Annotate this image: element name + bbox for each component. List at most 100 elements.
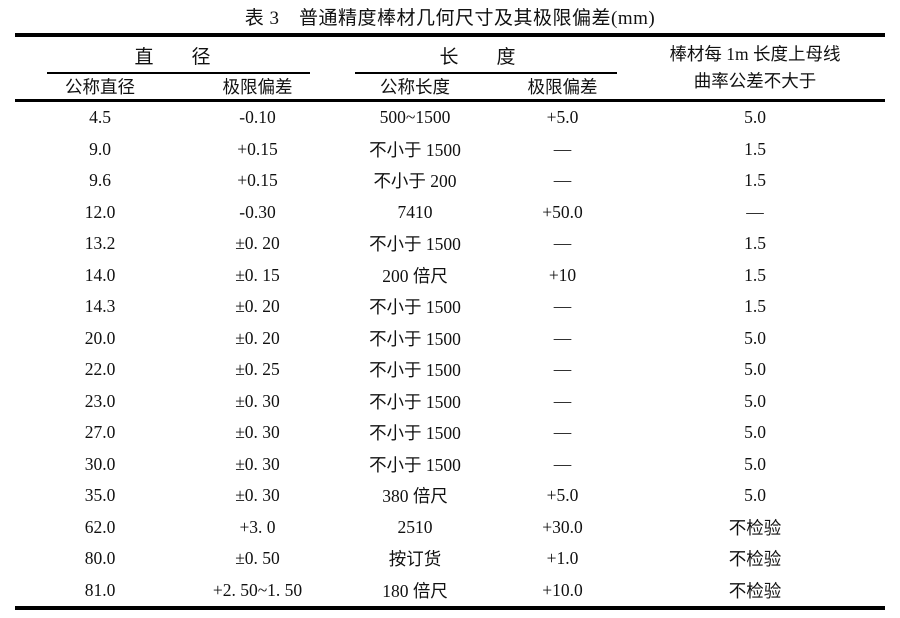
header-curvature-line1: 棒材每 1m 长度上母线 [669, 43, 841, 64]
column-group-length: 长 度 [330, 37, 625, 74]
cell-curvature-tolerance: 5.0 [744, 422, 766, 443]
header-rule [15, 99, 885, 102]
cell-length-deviation: +30.0 [542, 516, 583, 537]
cell-length-deviation: +50.0 [542, 201, 583, 222]
cell-curvature-tolerance: 1.5 [744, 264, 766, 285]
cell-diameter-deviation: ±0. 25 [235, 359, 280, 380]
cell-curvature-tolerance: 5.0 [744, 390, 766, 411]
cell-diameter-deviation: +2. 50~1. 50 [212, 579, 303, 600]
cell-diameter-deviation: -0.30 [239, 201, 276, 222]
cell-nominal-diameter: 81.0 [84, 579, 116, 600]
header-curvature-line2: 曲率公差不大于 [693, 71, 817, 91]
cell-length-deviation: — [553, 233, 572, 254]
cell-length-deviation: — [553, 422, 572, 443]
cell-curvature-tolerance: 5.0 [744, 327, 766, 348]
cell-nominal-length: 500~1500 [379, 107, 451, 128]
cell-curvature-tolerance: 5.0 [744, 359, 766, 380]
cell-nominal-diameter: 27.0 [84, 422, 116, 443]
cell-nominal-diameter: 35.0 [84, 485, 116, 506]
cell-diameter-deviation: -0.10 [239, 107, 276, 128]
column-group-length-label: 长 度 [439, 47, 516, 68]
cell-length-deviation: +1.0 [546, 548, 579, 569]
cell-curvature-tolerance: 5.0 [744, 485, 766, 506]
table-row: 27.0 ±0. 30 不小于 1500 — 5.0 [15, 417, 885, 449]
header-nominal-length: 公称长度 [380, 77, 450, 97]
cell-nominal-length: 不小于 1500 [369, 423, 461, 444]
header-nominal-diameter: 公称直径 [65, 77, 135, 97]
table-row: 30.0 ±0. 30 不小于 1500 — 5.0 [15, 449, 885, 481]
table-row: 23.0 ±0. 30 不小于 1500 — 5.0 [15, 386, 885, 418]
cell-nominal-length: 180 倍尺 [382, 580, 448, 601]
cell-nominal-length: 不小于 1500 [369, 454, 461, 475]
cell-diameter-deviation: ±0. 30 [235, 390, 280, 411]
cell-diameter-deviation: ±0. 30 [235, 422, 280, 443]
cell-nominal-diameter: 23.0 [84, 390, 116, 411]
cell-nominal-length: 不小于 1500 [369, 391, 461, 412]
cell-length-deviation: +5.0 [546, 107, 579, 128]
cell-length-deviation: +10 [548, 264, 577, 285]
table-body: 4.5 -0.10 500~1500 +5.0 5.0 9.0 +0.15 不小… [15, 102, 885, 606]
cell-curvature-tolerance: 5.0 [744, 453, 766, 474]
cell-diameter-deviation: ±0. 20 [235, 296, 280, 317]
bottom-rule [15, 606, 885, 610]
cell-length-deviation: — [553, 390, 572, 411]
cell-length-deviation: — [553, 296, 572, 317]
cell-nominal-diameter: 12.0 [84, 201, 116, 222]
cell-curvature-tolerance: 5.0 [744, 107, 766, 128]
cell-nominal-length: 按订货 [388, 549, 442, 570]
header-diameter-deviation: 极限偏差 [222, 77, 293, 97]
cell-length-deviation: +5.0 [546, 485, 579, 506]
cell-length-deviation: +10.0 [542, 579, 583, 600]
cell-nominal-diameter: 4.5 [89, 107, 111, 128]
cell-nominal-diameter: 9.6 [89, 170, 111, 191]
cell-nominal-length: 不小于 1500 [369, 139, 461, 160]
table-row: 13.2 ±0. 20 不小于 1500 — 1.5 [15, 228, 885, 260]
cell-curvature-tolerance: 1.5 [744, 233, 766, 254]
table-row: 9.0 +0.15 不小于 1500 — 1.5 [15, 134, 885, 166]
cell-diameter-deviation: ±0. 30 [235, 485, 280, 506]
table-row: 81.0 +2. 50~1. 50 180 倍尺 +10.0 不检验 [15, 575, 885, 607]
cell-nominal-length: 不小于 1500 [369, 328, 461, 349]
table-row: 22.0 ±0. 25 不小于 1500 — 5.0 [15, 354, 885, 386]
table-title: 表 3 普通精度棒材几何尺寸及其极限偏差(mm) [244, 8, 656, 29]
table-row: 12.0 -0.30 7410 +50.0 — [15, 197, 885, 229]
table-row: 62.0 +3. 0 2510 +30.0 不检验 [15, 512, 885, 544]
cell-diameter-deviation: ±0. 15 [235, 264, 280, 285]
cell-diameter-deviation: +3. 0 [239, 516, 276, 537]
geometry-tolerance-table: 直 径 长 度 棒材每 1m 长度上母线 曲率公差不大于 公称直径 极限偏差 公… [15, 33, 885, 610]
cell-nominal-diameter: 30.0 [84, 453, 116, 474]
cell-diameter-deviation: ±0. 50 [235, 548, 280, 569]
cell-curvature-tolerance: 1.5 [744, 138, 766, 159]
cell-nominal-diameter: 80.0 [84, 548, 116, 569]
cell-nominal-length: 7410 [397, 201, 433, 222]
cell-nominal-diameter: 14.0 [84, 264, 116, 285]
cell-nominal-diameter: 62.0 [84, 516, 116, 537]
cell-curvature-tolerance: 不检验 [728, 549, 782, 570]
cell-curvature-tolerance: 1.5 [744, 296, 766, 317]
cell-diameter-deviation: +0.15 [237, 138, 278, 159]
header-curvature-tolerance: 棒材每 1m 长度上母线 曲率公差不大于 [625, 37, 885, 99]
cell-length-deviation: — [553, 138, 572, 159]
cell-nominal-diameter: 22.0 [84, 359, 116, 380]
cell-nominal-length: 不小于 1500 [369, 234, 461, 255]
table-row: 14.3 ±0. 20 不小于 1500 — 1.5 [15, 291, 885, 323]
table-row: 14.0 ±0. 15 200 倍尺 +10 1.5 [15, 260, 885, 292]
header-length-deviation: 极限偏差 [527, 77, 598, 97]
top-rule [15, 33, 885, 37]
cell-curvature-tolerance: 不检验 [728, 580, 782, 601]
diameter-group-underline [47, 72, 310, 74]
cell-nominal-diameter: 13.2 [84, 233, 116, 254]
table-row: 80.0 ±0. 50 按订货 +1.0 不检验 [15, 543, 885, 575]
length-group-underline [355, 72, 617, 74]
cell-length-deviation: — [553, 327, 572, 348]
cell-diameter-deviation: ±0. 20 [235, 327, 280, 348]
cell-diameter-deviation: +0.15 [237, 170, 278, 191]
cell-nominal-length: 不小于 1500 [369, 360, 461, 381]
cell-nominal-diameter: 9.0 [89, 138, 111, 159]
cell-nominal-length: 2510 [397, 516, 433, 537]
cell-diameter-deviation: ±0. 20 [235, 233, 280, 254]
table-row: 35.0 ±0. 30 380 倍尺 +5.0 5.0 [15, 480, 885, 512]
cell-length-deviation: — [553, 359, 572, 380]
column-group-diameter: 直 径 [15, 37, 330, 74]
